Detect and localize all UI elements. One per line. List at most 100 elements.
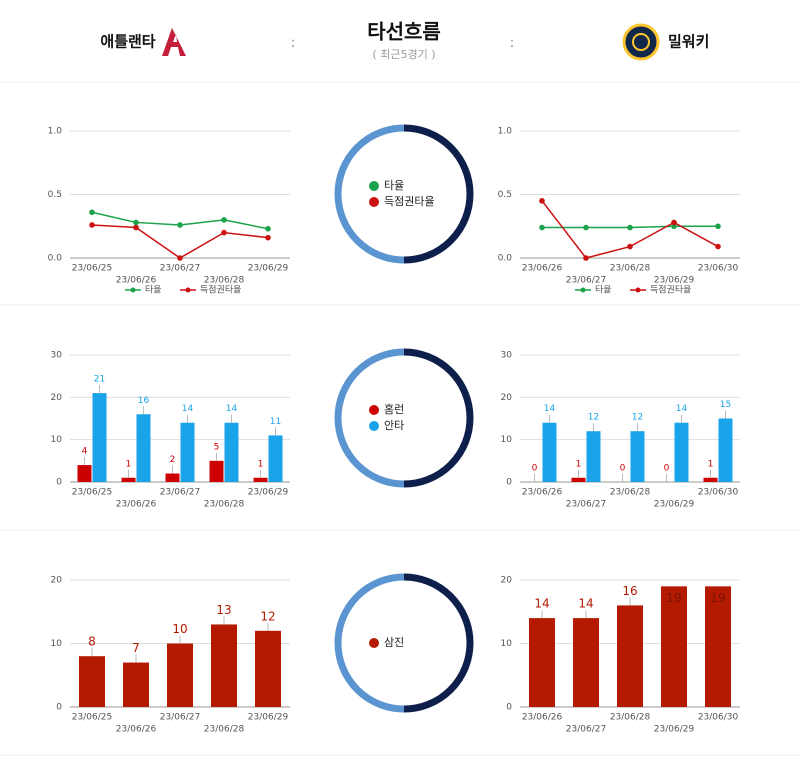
x-tick-label: 23/06/30 (698, 488, 739, 498)
y-tick-label: 20 (501, 393, 513, 403)
x-tick-label: 23/06/27 (160, 488, 200, 498)
x-tick-label: 23/06/29 (654, 725, 695, 735)
legend-label: 타율 (595, 285, 612, 296)
value-label: 1 (576, 459, 582, 469)
y-tick-label: 10 (501, 435, 513, 445)
point (265, 234, 271, 241)
donut-left (334, 124, 405, 264)
x-tick-label: 23/06/29 (248, 713, 289, 723)
bar (211, 624, 237, 707)
x-tick-label: 23/06/27 (566, 725, 606, 735)
x-tick-label: 23/06/27 (160, 713, 200, 723)
bar (586, 431, 601, 482)
value-label: 13 (216, 603, 231, 617)
away-team: 밀워키 (668, 33, 709, 51)
value-label: 21 (94, 375, 105, 385)
center-legend-dot (369, 197, 379, 207)
bar (224, 422, 239, 482)
point (265, 225, 271, 232)
y-tick-label: 1.0 (48, 127, 63, 137)
value-label: 14 (226, 404, 238, 414)
home-logo (162, 28, 186, 56)
bar (573, 618, 599, 707)
donut-right (403, 573, 474, 713)
x-tick-label: 23/06/29 (248, 488, 289, 498)
center-legend-dot (369, 421, 379, 431)
x-tick-label: 23/06/27 (566, 500, 606, 510)
value-label: 5 (214, 442, 220, 452)
x-tick-label: 23/06/28 (610, 264, 651, 274)
y-tick-label: 20 (51, 576, 63, 586)
y-tick-label: 0 (506, 703, 512, 713)
bar (167, 643, 193, 707)
donut-left (334, 348, 405, 488)
point (539, 198, 545, 204)
point (177, 255, 183, 261)
value-label: 8 (88, 635, 96, 649)
value-label: 0 (532, 464, 538, 474)
x-tick-label: 23/06/28 (204, 276, 245, 286)
y-tick-label: 30 (51, 351, 63, 361)
legend-dot (580, 287, 586, 293)
y-tick-label: 0 (56, 478, 62, 488)
value-label: 14 (182, 404, 194, 414)
bar (703, 477, 718, 482)
x-tick-label: 23/06/26 (116, 276, 157, 286)
y-tick-label: 10 (51, 639, 63, 649)
donut-left (334, 573, 405, 713)
x-tick-label: 23/06/25 (72, 488, 112, 498)
y-tick-label: 1.0 (498, 127, 513, 137)
x-tick-label: 23/06/28 (610, 713, 651, 723)
point (583, 224, 589, 231)
bar (529, 618, 555, 707)
value-label: 11 (270, 417, 281, 427)
center-legend-dot (369, 405, 379, 415)
y-tick-label: 10 (501, 639, 513, 649)
point (671, 219, 677, 226)
center-legend-dot (369, 638, 379, 648)
center-legend-dot (369, 181, 379, 191)
bar (571, 477, 586, 482)
title: 타선흐름 (367, 20, 441, 44)
x-tick-label: 23/06/29 (654, 276, 695, 286)
bar (92, 393, 107, 482)
x-tick-label: 23/06/28 (610, 488, 651, 498)
point (177, 222, 183, 228)
value-label: 1 (708, 459, 714, 469)
bar (705, 586, 731, 707)
y-tick-label: 0.5 (48, 190, 62, 200)
value-label: 14 (676, 404, 688, 414)
point (221, 229, 227, 236)
center-legend-label: 득점권타율 (384, 195, 435, 208)
donut-right (403, 348, 474, 488)
bar (255, 630, 281, 707)
value-label: 14 (544, 404, 556, 414)
value-label: 14 (578, 597, 593, 611)
y-tick-label: 0 (506, 478, 512, 488)
x-tick-label: 23/06/28 (204, 500, 245, 510)
y-tick-label: 0.0 (48, 254, 63, 264)
legend-label: 득점권타율 (200, 284, 241, 296)
point (627, 243, 633, 250)
away-logo-inner (632, 33, 650, 51)
value-label: 1 (258, 459, 264, 469)
y-tick-label: 0.0 (498, 254, 513, 264)
x-tick-label: 23/06/25 (72, 264, 112, 274)
bar (180, 422, 195, 482)
x-tick-label: 23/06/29 (248, 264, 289, 274)
x-tick-label: 23/06/28 (204, 725, 245, 735)
value-label: 16 (622, 584, 637, 598)
legend-dot (635, 287, 641, 293)
separator: : (510, 35, 515, 51)
x-tick-label: 23/06/29 (654, 500, 695, 510)
bar (661, 586, 687, 707)
x-tick-label: 23/06/27 (160, 264, 200, 274)
center-legend-label: 타율 (384, 179, 404, 192)
legend-label: 득점권타율 (650, 284, 691, 296)
value-label: 12 (588, 413, 599, 423)
line (91, 224, 269, 259)
center-legend-label: 홈런 (384, 402, 404, 416)
x-tick-label: 23/06/26 (116, 725, 157, 735)
point (715, 223, 721, 230)
